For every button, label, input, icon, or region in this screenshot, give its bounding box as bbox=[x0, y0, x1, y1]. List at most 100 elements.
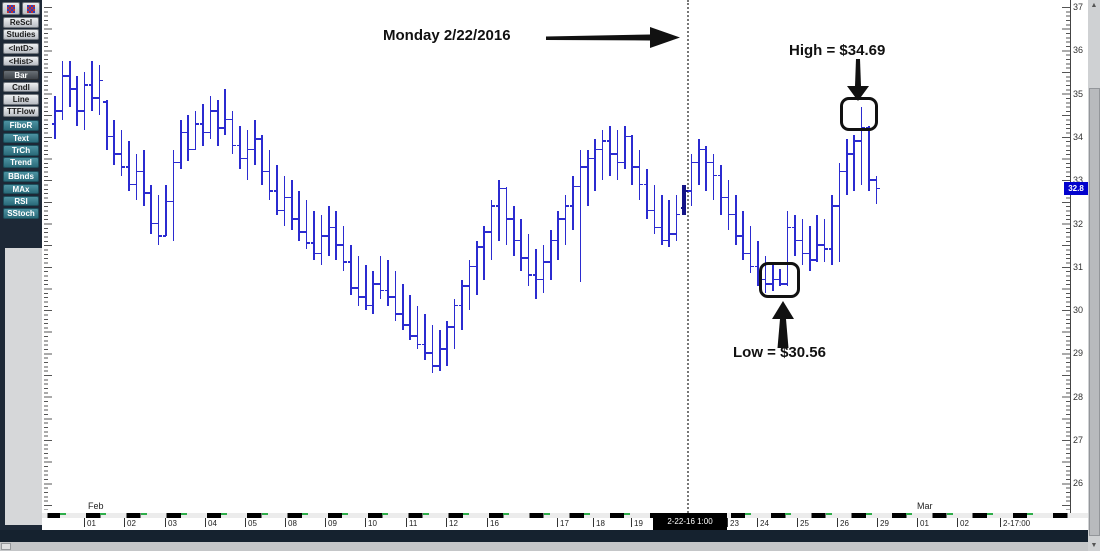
time-axis-labels-row[interactable]: 01 02 03 04 05 08 09 10 11 12 16 17 18 19 23 24 25 26 29 01… bbox=[42, 517, 1088, 531]
ohlc-open-tick bbox=[436, 365, 440, 367]
ohlc-open-tick bbox=[769, 283, 773, 285]
ohlc-close-tick bbox=[751, 265, 755, 268]
sidebar-button-fibor[interactable]: FiboR bbox=[3, 120, 39, 131]
ohlc-open-tick bbox=[858, 140, 862, 142]
ohlc-close-tick bbox=[669, 233, 673, 235]
ohlc-bar bbox=[328, 206, 330, 256]
ohlc-close-tick bbox=[137, 170, 141, 173]
ohlc-open-tick bbox=[613, 153, 617, 155]
low-highlight-box bbox=[759, 262, 800, 298]
ohlc-bar bbox=[853, 134, 855, 192]
ohlc-bar bbox=[202, 104, 204, 146]
ohlc-bar bbox=[387, 260, 389, 306]
sidebar-button-hist[interactable]: <Hist> bbox=[3, 55, 39, 67]
left-price-ruler-minor-ticks bbox=[44, 7, 48, 510]
ohlc-bar bbox=[276, 165, 278, 215]
ohlc-open-tick bbox=[643, 183, 647, 186]
horizontal-scrollbar-thumb[interactable] bbox=[1, 543, 11, 550]
sidebar-button-sstoch[interactable]: SStoch bbox=[3, 208, 39, 219]
chart-plot-area[interactable] bbox=[42, 0, 1070, 513]
ohlc-bar bbox=[106, 100, 108, 150]
ohlc-close-tick bbox=[810, 259, 814, 261]
date-label: 02 bbox=[127, 518, 136, 528]
ohlc-open-tick bbox=[147, 192, 151, 194]
scroll-down-arrow-icon[interactable]: ▼ bbox=[1088, 540, 1100, 551]
ohlc-bar bbox=[727, 180, 730, 230]
price-axis-label: 37 bbox=[1073, 2, 1084, 12]
ohlc-open-tick bbox=[58, 109, 62, 112]
sidebar-button-cndl[interactable]: Cndl bbox=[3, 81, 39, 93]
sidebar-button-max[interactable]: MAx bbox=[3, 183, 39, 195]
price-axis[interactable]: 37 36 35 34 33 32 31 30 29 28 27 26 bbox=[1070, 0, 1088, 513]
date-label: 08 bbox=[288, 518, 297, 528]
ohlc-close-tick bbox=[507, 218, 511, 220]
ohlc-bar bbox=[320, 214, 323, 265]
ohlc-bar bbox=[609, 126, 611, 176]
sidebar-button-trch[interactable]: TrCh bbox=[3, 145, 39, 156]
ohlc-open-tick bbox=[547, 261, 551, 264]
session-open-mark bbox=[906, 513, 913, 515]
ohlc-open-tick bbox=[369, 304, 373, 307]
layout-grid-icon-2-button[interactable] bbox=[22, 2, 40, 15]
sidebar-button-bar[interactable]: Bar bbox=[3, 69, 39, 81]
sidebar-button-text[interactable]: Text bbox=[3, 132, 39, 144]
ohlc-open-tick bbox=[66, 75, 70, 77]
ohlc-open-tick bbox=[206, 131, 210, 134]
axis-tick bbox=[365, 517, 366, 527]
ohlc-close-tick bbox=[832, 205, 836, 207]
sidebar-button-intd[interactable]: <IntD> bbox=[3, 43, 39, 54]
ohlc-bar bbox=[150, 184, 152, 235]
ohlc-close-tick bbox=[573, 185, 577, 188]
axis-tick bbox=[957, 517, 958, 527]
date-label: 05 bbox=[248, 518, 257, 528]
ohlc-open-tick bbox=[221, 127, 225, 129]
sidebar-button-studies[interactable]: Studies bbox=[3, 29, 39, 40]
ohlc-open-tick bbox=[317, 252, 321, 255]
axis-tick bbox=[917, 517, 918, 527]
ohlc-close-tick bbox=[766, 283, 770, 285]
ohlc-close-tick bbox=[114, 153, 118, 155]
ohlc-open-tick bbox=[332, 226, 336, 229]
ohlc-close-tick bbox=[277, 209, 281, 212]
ohlc-open-tick bbox=[377, 283, 381, 285]
sidebar-button-rsi[interactable]: RSI bbox=[3, 195, 39, 207]
ohlc-close-tick bbox=[77, 109, 81, 112]
sidebar-button-trend[interactable]: Trend bbox=[3, 157, 39, 168]
ohlc-close-tick bbox=[255, 138, 259, 140]
session-open-mark bbox=[825, 513, 832, 515]
ohlc-bar bbox=[668, 199, 670, 248]
ohlc-close-tick bbox=[107, 135, 111, 138]
ohlc-close-tick bbox=[122, 166, 126, 168]
date-label: 01 bbox=[920, 518, 929, 528]
ohlc-close-tick bbox=[743, 252, 747, 255]
ohlc-close-tick bbox=[403, 324, 407, 326]
ohlc-open-tick bbox=[443, 348, 447, 350]
vertical-scrollbar-thumb[interactable] bbox=[1088, 88, 1100, 536]
ohlc-close-tick bbox=[462, 285, 466, 287]
ohlc-bar bbox=[98, 65, 101, 116]
ohlc-close-tick bbox=[359, 296, 363, 298]
axis-tick bbox=[631, 517, 632, 527]
ohlc-open-tick bbox=[495, 205, 499, 207]
high-highlight-box bbox=[840, 97, 878, 131]
sidebar-button-ttflow[interactable]: TTFlow bbox=[3, 106, 39, 117]
sidebar-button-rescl[interactable]: ReScl bbox=[3, 17, 39, 28]
date-label: 26 bbox=[840, 518, 849, 528]
sidebar-button-line[interactable]: Line bbox=[3, 94, 39, 105]
session-open-mark bbox=[342, 513, 349, 515]
time-axis-session-bar[interactable] bbox=[42, 513, 1088, 518]
session-open-mark bbox=[261, 513, 268, 515]
vertical-scrollbar[interactable]: ▲ ▼ bbox=[1088, 0, 1100, 551]
ohlc-bar bbox=[157, 195, 160, 246]
scroll-up-arrow-icon[interactable]: ▲ bbox=[1088, 0, 1100, 11]
ohlc-open-tick bbox=[843, 170, 847, 173]
layout-grid-icon-1-button[interactable] bbox=[2, 2, 20, 15]
sidebar-button-bbnds[interactable]: BBnds bbox=[3, 171, 39, 182]
ohlc-close-tick bbox=[729, 213, 733, 216]
ohlc-bar bbox=[446, 320, 448, 367]
ohlc-bar bbox=[535, 249, 537, 300]
ohlc-close-tick bbox=[566, 205, 570, 207]
ohlc-bar bbox=[120, 130, 123, 176]
horizontal-scrollbar[interactable] bbox=[0, 542, 1088, 551]
ohlc-bar bbox=[498, 180, 500, 241]
